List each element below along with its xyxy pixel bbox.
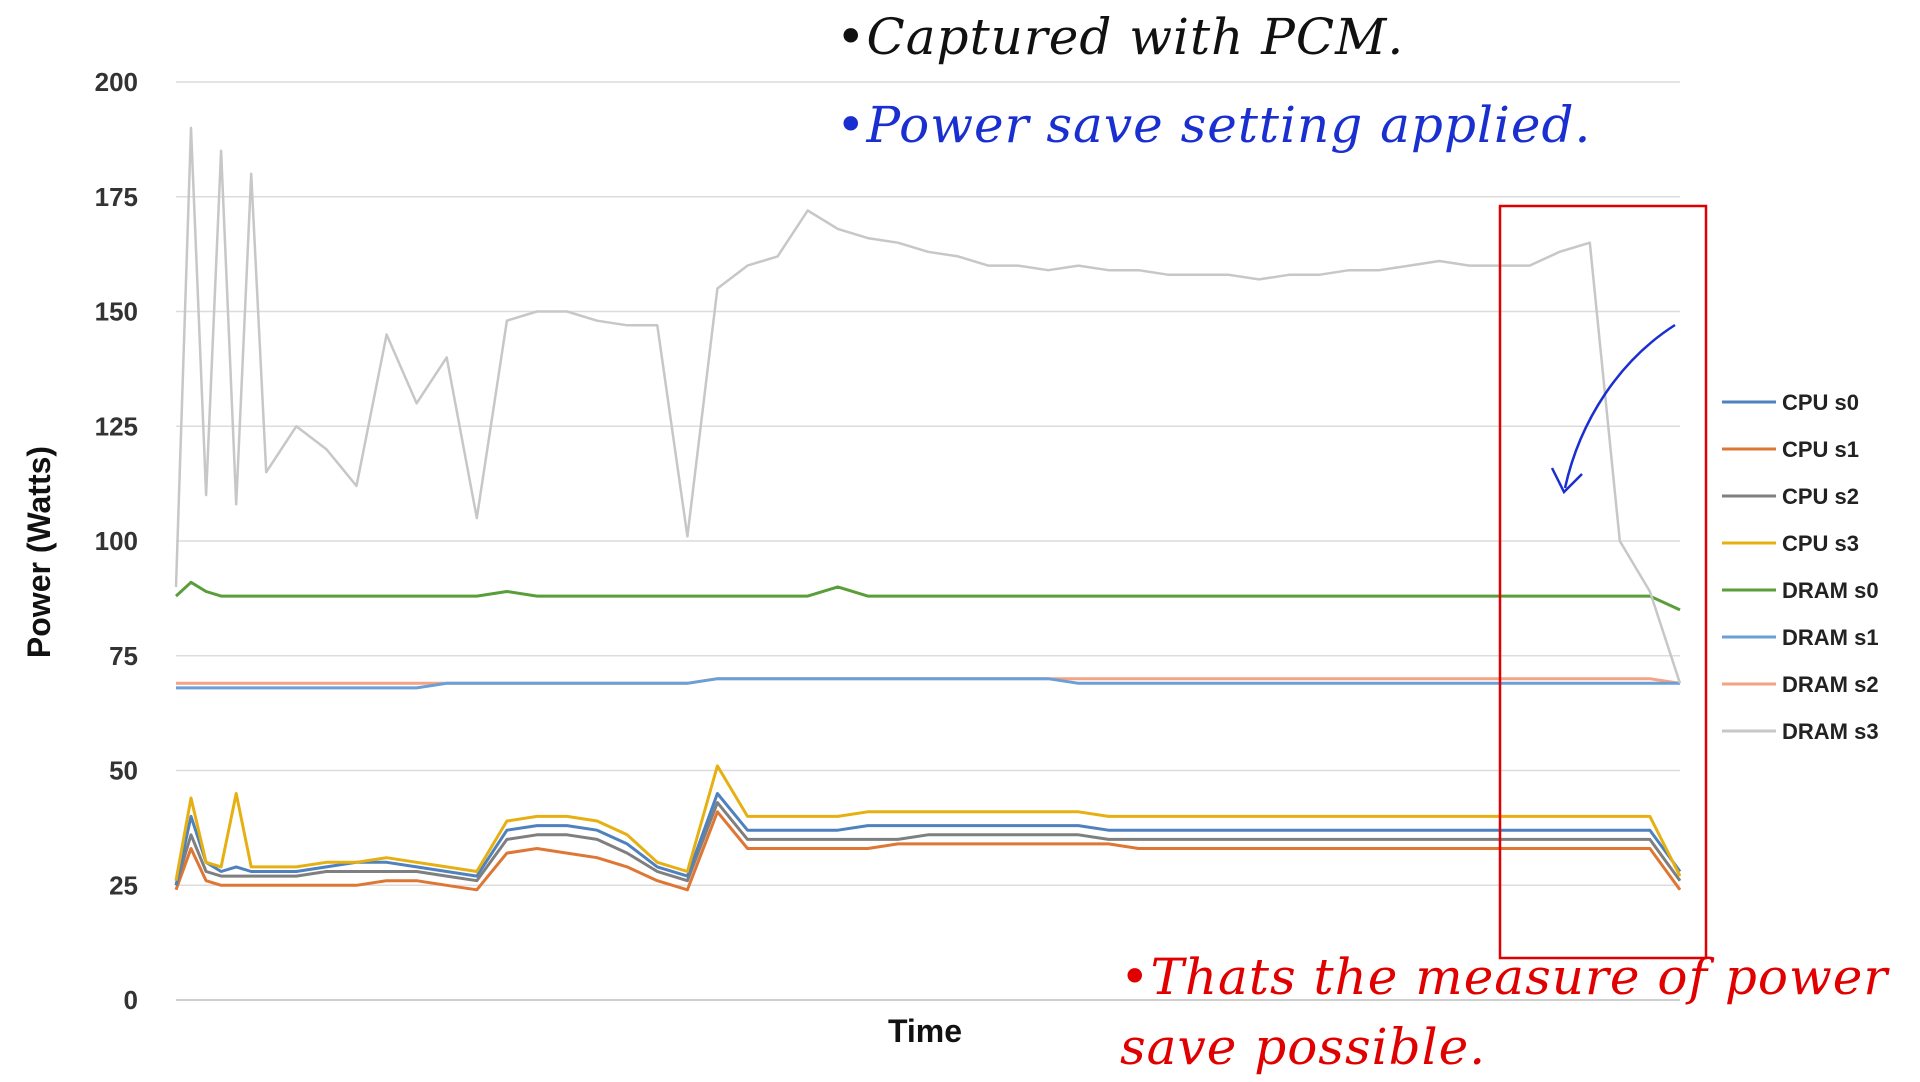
y-tick-label: 75: [109, 641, 138, 671]
legend-label: DRAM s1: [1782, 625, 1879, 650]
series-line-dram-s0: [174, 580, 1681, 612]
series-line-cpu-s1: [174, 810, 1682, 892]
annotation-captured-with-pcm: •Captured with PCM.: [836, 8, 1405, 66]
gridlines: [176, 81, 1680, 1001]
series-line-cpu-s2: [174, 801, 1682, 886]
y-tick-label: 175: [95, 182, 138, 212]
y-tick-label: 200: [95, 67, 138, 97]
y-tick-label: 100: [95, 526, 138, 556]
arrow-head-icon: [1550, 467, 1583, 495]
series-line-dram-s3: [174, 126, 1682, 684]
legend-label: CPU s0: [1782, 390, 1859, 415]
y-tick-label: 125: [95, 411, 138, 441]
y-tick-label: 25: [109, 870, 138, 900]
y-axis-label: Power (Watts): [21, 446, 57, 658]
y-tick-label: 0: [124, 985, 138, 1015]
annotation-power-save-possible: •Thats the measure of power save possibl…: [1120, 948, 1889, 1076]
legend-label: CPU s3: [1782, 531, 1859, 556]
y-tick-label: 150: [95, 297, 138, 327]
arrow-icon: [1563, 323, 1676, 489]
legend-label: DRAM s3: [1782, 719, 1879, 744]
annotation-power-save-applied: •Power save setting applied.: [836, 96, 1592, 154]
y-tick-label: 50: [109, 756, 138, 786]
series-lines: [174, 126, 1682, 892]
legend-label: DRAM s2: [1782, 672, 1879, 697]
x-axis-label: Time: [888, 1013, 962, 1049]
legend-label: CPU s1: [1782, 437, 1859, 462]
y-tick-labels: 0 25 50 75 100 125 150 175 200: [95, 67, 138, 1015]
legend-label: DRAM s0: [1782, 578, 1879, 603]
legend: CPU s0 CPU s1 CPU s2 CPU s3 DRAM s0 DRAM s1 DR…: [1722, 390, 1879, 744]
highlight-box: [1498, 204, 1708, 960]
legend-label: CPU s2: [1782, 484, 1859, 509]
series-line-cpu-s3: [174, 764, 1682, 881]
series-line-dram-s1: [176, 677, 1680, 690]
